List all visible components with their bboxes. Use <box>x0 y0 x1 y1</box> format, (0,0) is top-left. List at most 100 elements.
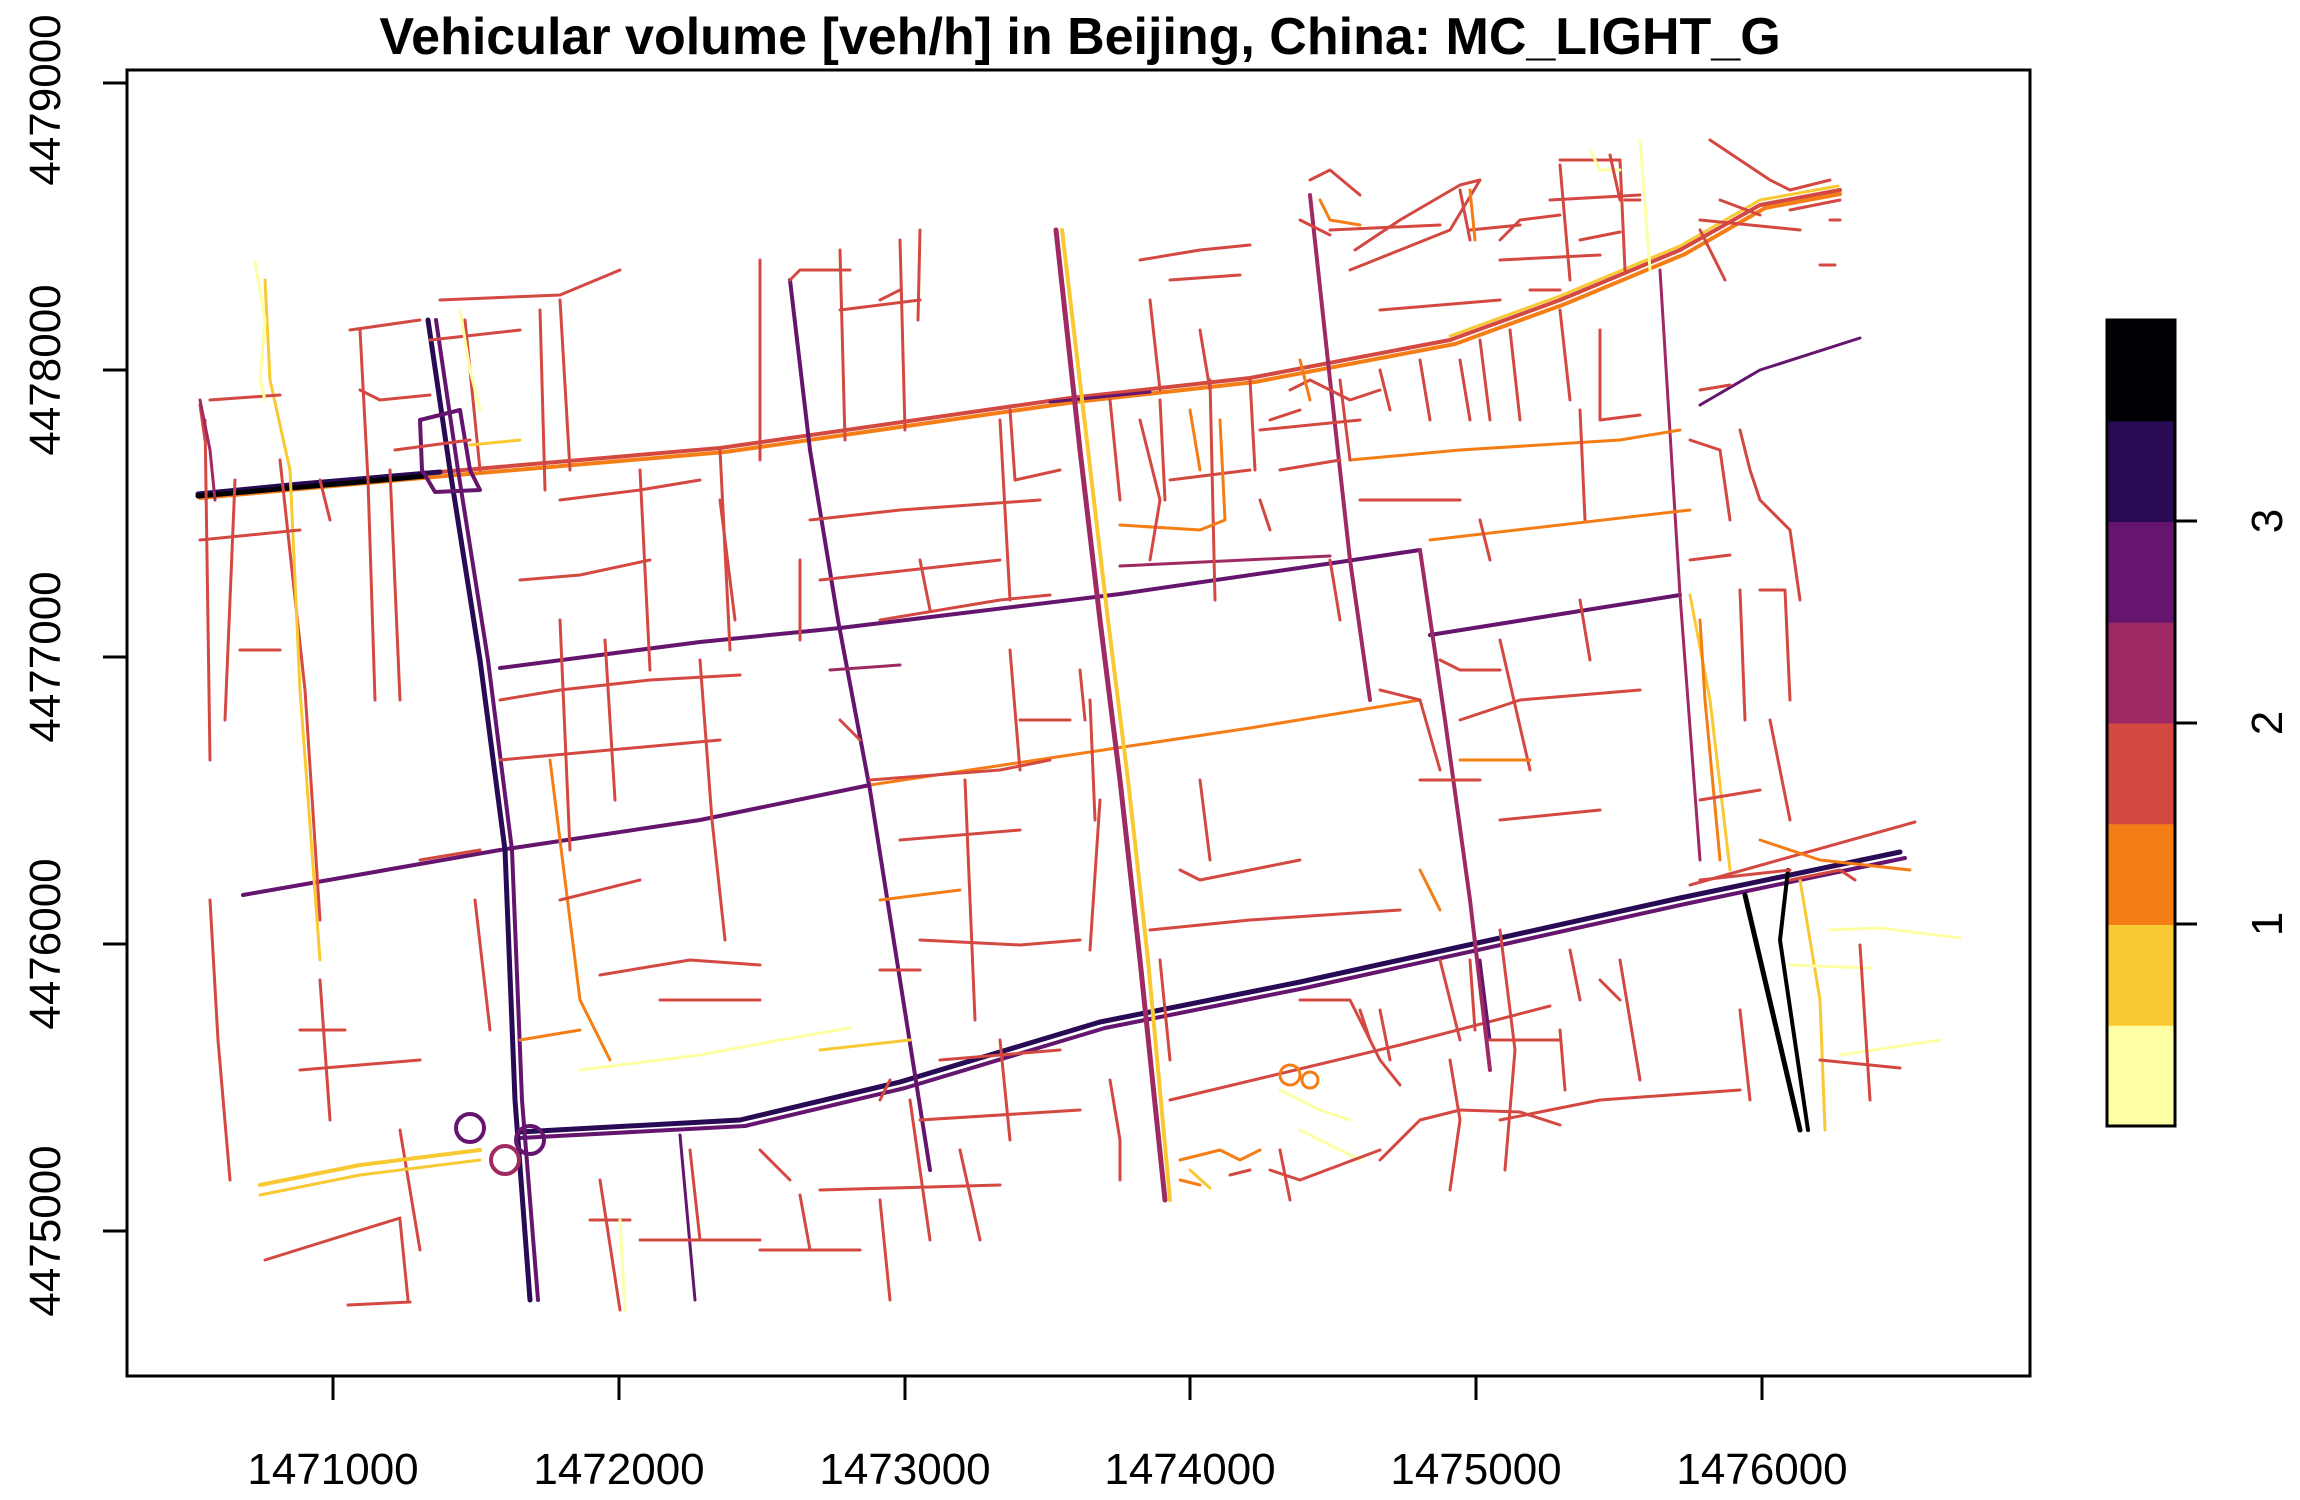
x-axis <box>331 1376 1764 1400</box>
road-segment <box>208 898 232 1182</box>
road-segment <box>1498 1088 1742 1122</box>
y-tick-label: 4475000 <box>21 1145 70 1316</box>
road-segment <box>1498 928 1517 1172</box>
road-segment <box>898 238 907 432</box>
road-segment <box>1718 198 1762 217</box>
y-axis <box>103 81 127 1233</box>
road-segment <box>1578 408 1587 522</box>
y-tick-label: 4476000 <box>21 858 70 1029</box>
legend-color-step <box>2107 823 2175 925</box>
road-segment <box>1468 958 1477 1032</box>
road-segment <box>1328 558 1342 622</box>
road-segment <box>1638 138 1652 272</box>
road-segment <box>1688 553 1732 562</box>
legend-tick-label: 1 <box>2243 912 2292 936</box>
road-segment <box>603 638 617 802</box>
y-tick-label: 4478000 <box>21 284 70 455</box>
road-segment <box>1378 688 1442 772</box>
road-segment <box>1788 178 1832 192</box>
road-segment <box>878 288 902 302</box>
road-segment <box>1498 638 1532 772</box>
road-segment <box>818 1183 1002 1192</box>
road-segment <box>918 938 1082 947</box>
legend-color-step <box>2107 1025 2175 1127</box>
legend-color-step <box>2107 622 2175 724</box>
road-segment <box>1448 1058 1462 1192</box>
legend-color-step <box>2107 420 2175 522</box>
road-segment <box>1458 688 1642 722</box>
road-segment <box>473 898 492 1032</box>
legend-color-step <box>2107 521 2175 623</box>
x-tick-label: 1474000 <box>1104 1445 1275 1494</box>
road-segment <box>1478 518 1492 562</box>
road-segment <box>1788 198 1842 212</box>
road-segment <box>1298 1128 1362 1162</box>
road-segment <box>1698 336 1862 407</box>
road-segment <box>1708 138 1792 192</box>
road-segment <box>223 478 237 722</box>
road-segment <box>358 328 377 702</box>
road-segment <box>618 1218 627 1312</box>
road-segment <box>758 1148 792 1182</box>
road-segment <box>1698 618 1722 862</box>
road-segment <box>718 498 737 622</box>
road-segment <box>578 1026 852 1072</box>
road-segment <box>998 418 1012 602</box>
road-segment <box>1268 1168 1302 1182</box>
road-segment <box>348 318 422 332</box>
road-segment <box>1158 958 1172 1062</box>
road-segment <box>1048 390 1152 404</box>
road-segment <box>1188 1168 1212 1190</box>
road-segment <box>1318 198 1362 227</box>
x-tick-label: 1476000 <box>1676 1445 1847 1494</box>
road-segment <box>1558 1028 1567 1092</box>
road-segment <box>1258 418 1362 432</box>
road-segment <box>1758 838 1912 872</box>
road-segment <box>1698 218 1802 232</box>
road-segment <box>558 478 702 502</box>
road-segment <box>196 188 1842 496</box>
road-segment <box>1688 438 1732 522</box>
road-segment <box>798 1193 812 1252</box>
road-segment <box>1778 868 1810 1132</box>
road-segment <box>1658 268 1702 862</box>
road-segment <box>838 298 922 312</box>
plot-frame <box>125 68 2032 1378</box>
y-tick-label: 4477000 <box>21 571 70 742</box>
road-segment <box>1428 593 1682 637</box>
y-tick-label: 4479000 <box>21 14 70 185</box>
road-segment <box>1168 273 1242 282</box>
road-segment <box>1378 368 1392 412</box>
road-segment <box>428 328 522 342</box>
road-segment <box>1698 788 1762 802</box>
legend-color-step <box>2107 320 2175 422</box>
road-segment <box>1348 178 1482 272</box>
road-segment <box>198 398 217 502</box>
road-segment <box>598 1178 622 1312</box>
road-segment <box>1598 978 1622 1002</box>
road-segment <box>838 718 862 742</box>
road-segment <box>489 1144 521 1176</box>
road-segment <box>1758 588 1792 702</box>
road-segment <box>434 318 540 1302</box>
road-segment <box>963 778 977 1022</box>
road-segment <box>518 1028 582 1042</box>
road-segment <box>1428 508 1692 542</box>
road-segment <box>1558 308 1572 402</box>
road-segment <box>1418 868 1442 912</box>
road-segment <box>1108 1078 1122 1182</box>
road-segment <box>1278 1063 1302 1087</box>
road-segment <box>1838 1038 1942 1057</box>
road-segment <box>398 1218 410 1302</box>
road-segment <box>1738 588 1747 722</box>
road-segment <box>1418 548 1492 1072</box>
road-segment <box>1548 193 1642 202</box>
road-segment <box>398 1128 422 1252</box>
road-segment <box>1008 408 1017 482</box>
road-segment <box>818 558 1002 582</box>
x-tick-label: 1473000 <box>819 1445 990 1494</box>
road-segment <box>1088 798 1102 952</box>
road-segment <box>1148 908 1402 932</box>
road-segment <box>418 408 482 494</box>
road-segment <box>454 1112 486 1144</box>
